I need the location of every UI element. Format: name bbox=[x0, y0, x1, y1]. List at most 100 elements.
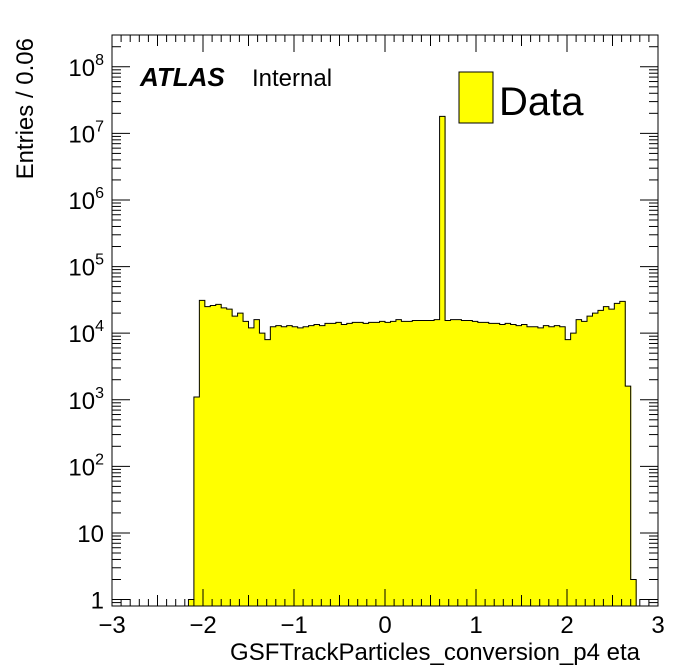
histogram-bar bbox=[275, 325, 282, 606]
histogram-bar bbox=[625, 386, 632, 606]
histogram-bar bbox=[510, 324, 517, 606]
x-tick-label: 0 bbox=[378, 612, 391, 639]
histogram-bar bbox=[248, 327, 255, 606]
histogram-bar bbox=[308, 325, 315, 606]
x-tick-label: −3 bbox=[98, 612, 125, 639]
histogram-bar bbox=[548, 326, 555, 606]
histogram-bar bbox=[565, 339, 572, 606]
histogram-bar bbox=[341, 324, 348, 606]
legend-swatch-data bbox=[458, 71, 494, 124]
y-tick-label: 10 bbox=[77, 521, 104, 548]
histogram-bar bbox=[488, 323, 495, 606]
x-tick-label: 3 bbox=[651, 612, 664, 639]
histogram-bar bbox=[499, 324, 506, 606]
histogram-bar bbox=[314, 324, 321, 606]
histogram-bar bbox=[226, 309, 233, 606]
histogram-outline bbox=[187, 115, 637, 606]
y-tick-label: 104 bbox=[68, 318, 104, 348]
histogram-bar bbox=[363, 323, 370, 606]
histogram-bar bbox=[455, 319, 463, 606]
histogram-bar bbox=[335, 322, 342, 606]
x-tick-label: −1 bbox=[280, 612, 307, 639]
histogram-bar bbox=[597, 310, 604, 606]
histogram-bar bbox=[581, 321, 588, 606]
histogram-bar bbox=[264, 339, 271, 606]
y-tick-label: 106 bbox=[68, 185, 104, 215]
internal-label: Internal bbox=[252, 65, 332, 92]
y-axis-ticks: 1 10 102 103 104 105 106 107 108 bbox=[68, 34, 658, 615]
histogram-bar bbox=[286, 325, 293, 606]
histogram-bar bbox=[614, 303, 621, 606]
histogram-bar bbox=[324, 323, 331, 606]
histogram-bar bbox=[259, 333, 266, 606]
x-axis-title: GSFTrackParticles_conversion_p4 eta bbox=[230, 639, 641, 666]
y-tick-label: 107 bbox=[68, 118, 104, 148]
histogram-bar bbox=[330, 323, 337, 606]
histogram-bar bbox=[516, 325, 523, 606]
histogram-bar bbox=[417, 320, 424, 606]
histogram-bar bbox=[554, 325, 561, 606]
histogram-bar bbox=[477, 322, 484, 606]
histogram-bar bbox=[603, 306, 610, 606]
y-tick-label: 102 bbox=[68, 451, 104, 481]
histogram-bar bbox=[193, 397, 200, 606]
x-tick-label: −2 bbox=[189, 612, 216, 639]
histogram-bars bbox=[188, 116, 637, 606]
x-tick-label: 2 bbox=[560, 612, 573, 639]
histogram-bar bbox=[483, 322, 490, 606]
histogram-bar bbox=[221, 307, 228, 606]
histogram-bar bbox=[592, 313, 599, 606]
y-tick-label: 108 bbox=[68, 52, 104, 82]
histogram-bar bbox=[543, 325, 550, 606]
histogram-bar bbox=[576, 319, 583, 606]
histogram-bar bbox=[439, 116, 446, 606]
histogram-bar bbox=[253, 319, 261, 606]
histogram-bar bbox=[352, 322, 359, 606]
histogram-bar bbox=[346, 323, 353, 606]
histogram-bar bbox=[450, 319, 457, 606]
histogram-bar bbox=[445, 320, 452, 606]
histogram-bar bbox=[619, 301, 626, 606]
histogram-bar bbox=[390, 321, 397, 606]
x-tick-label: 1 bbox=[469, 612, 482, 639]
histogram-bar bbox=[297, 327, 304, 606]
histogram-bar bbox=[188, 599, 195, 606]
histogram-bar bbox=[608, 309, 615, 606]
y-tick-label: 103 bbox=[68, 385, 104, 415]
y-tick-label: 105 bbox=[68, 252, 104, 282]
atlas-label: ATLAS bbox=[139, 62, 225, 92]
histogram-bar bbox=[466, 320, 473, 606]
histogram-bar bbox=[395, 319, 402, 606]
x-axis-ticks: −3 −2 −1 0 1 2 3 bbox=[98, 35, 665, 639]
histogram-bar bbox=[570, 333, 577, 606]
histogram-bar bbox=[434, 319, 441, 606]
histogram-bar bbox=[281, 326, 288, 606]
y-tick-label: 1 bbox=[91, 588, 104, 615]
histogram-bar bbox=[379, 321, 386, 606]
histogram-bar bbox=[401, 321, 408, 606]
y-axis-title: Entries / 0.06 bbox=[12, 38, 39, 179]
histogram-bar bbox=[357, 322, 364, 606]
histogram-bar bbox=[210, 305, 217, 606]
histogram-bar bbox=[199, 300, 206, 606]
histogram-bar bbox=[215, 304, 222, 606]
histogram-bar bbox=[232, 316, 239, 606]
histogram-bar bbox=[385, 322, 392, 606]
histogram-bar bbox=[526, 326, 534, 606]
histogram-bar bbox=[237, 313, 244, 606]
histogram-bar bbox=[423, 320, 430, 606]
histogram-bar bbox=[243, 321, 250, 606]
histogram-bar bbox=[472, 321, 479, 606]
histogram-bar bbox=[521, 324, 528, 606]
histogram-bar bbox=[505, 323, 512, 606]
histogram-bar bbox=[559, 326, 566, 606]
legend-label-data: Data bbox=[499, 80, 584, 124]
histogram-bar bbox=[537, 327, 544, 606]
histogram-bar bbox=[292, 326, 299, 606]
histogram-bar bbox=[587, 316, 594, 606]
histogram-bar bbox=[204, 306, 211, 606]
histogram-bar bbox=[368, 322, 375, 606]
histogram-bar bbox=[532, 326, 539, 606]
histogram-bar bbox=[303, 326, 310, 606]
histogram-bar bbox=[494, 323, 501, 606]
